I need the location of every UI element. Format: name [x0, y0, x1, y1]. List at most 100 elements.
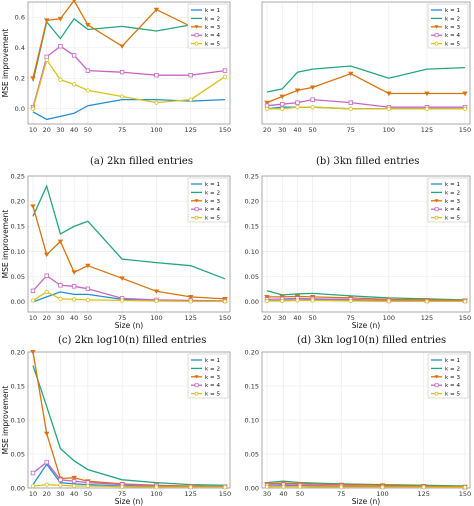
legend: k = 1 k = 2 k = 3 k = 4 k = 5: [427, 353, 469, 399]
point-k5: [386, 106, 391, 111]
point-k3: [43, 252, 50, 258]
y-tick-label: 0.05: [245, 273, 259, 281]
x-tick-label: 150: [219, 126, 231, 134]
point-k5: [310, 298, 315, 303]
y-tick-label: 0.20: [11, 197, 25, 205]
legend-label-k2: k = 2: [445, 366, 460, 372]
legend-label-k4: k = 4: [205, 207, 220, 213]
point-k5: [264, 298, 270, 304]
legend: k = 1 k = 2 k = 3 k = 4 k = 5: [187, 3, 229, 49]
point-k5: [386, 299, 391, 304]
point-k5: [72, 483, 77, 489]
point-k5: [348, 106, 353, 111]
x-tick-label: 10: [29, 314, 37, 322]
point-k5: [72, 297, 77, 302]
x-tick-label: 40: [279, 490, 287, 498]
series-line-k2: [266, 65, 466, 93]
point-k3: [43, 18, 50, 23]
point-k5: [222, 299, 228, 304]
legend-label-k3: k = 3: [205, 199, 220, 205]
point-k5: [297, 484, 303, 489]
x-tick-label: 100: [150, 490, 162, 498]
legend-label-k5: k = 5: [205, 42, 220, 48]
x-tick-label: 10: [29, 490, 37, 498]
y-tick-label: 0.4: [15, 44, 25, 52]
point-k3: [57, 239, 64, 245]
x-tick-label: 20: [263, 126, 271, 134]
series-line-k2: [32, 365, 226, 486]
point-k5: [58, 483, 63, 488]
plot-frame: [261, 351, 471, 489]
point-k5: [154, 485, 159, 490]
point-k4: [222, 68, 228, 73]
legend-label-k3: k = 3: [205, 375, 220, 381]
x-tick-label: 100: [383, 126, 395, 134]
legend-label-k2: k = 2: [445, 190, 460, 196]
x-tick-label: 75: [347, 126, 355, 134]
point-k4: [119, 69, 125, 75]
point-k5: [280, 106, 285, 111]
x-tick-label: 75: [118, 126, 126, 134]
legend-label-k1: k = 1: [445, 182, 460, 188]
x-axis-label: Size (n): [115, 497, 143, 506]
x-tick-label: 40: [70, 490, 78, 498]
legend-box: [427, 3, 469, 49]
point-k3: [264, 100, 270, 106]
legend-label-k5: k = 5: [205, 216, 220, 222]
legend-label-k4: k = 4: [445, 207, 460, 213]
y-tick-label: 0.00: [245, 484, 259, 492]
point-k5: [30, 483, 36, 489]
panel-caption: (a) 2kn filled entries: [90, 156, 193, 167]
x-tick-label: 20: [43, 490, 51, 498]
point-k4: [71, 284, 77, 289]
legend-label-k4: k = 4: [445, 33, 460, 39]
point-k5: [154, 100, 159, 105]
legend-label-k2: k = 2: [205, 366, 220, 372]
point-k5: [295, 298, 300, 303]
y-tick-label: 0.00: [11, 298, 25, 306]
x-tick-label: 20: [43, 314, 51, 322]
legend-marker-k4: [194, 207, 199, 212]
y-tick-label: 0.0: [15, 105, 25, 113]
y-tick-label: 0.25: [245, 172, 259, 180]
y-tick-label: 0.05: [11, 450, 25, 458]
x-tick-label: 75: [118, 490, 126, 498]
point-k4: [30, 288, 36, 294]
y-tick-label: 0.15: [11, 382, 25, 390]
x-tick-label: 40: [70, 314, 78, 322]
y-tick-label: 0.20: [11, 348, 25, 356]
x-tick-label: 125: [185, 126, 197, 134]
point-k3: [294, 88, 301, 94]
point-k5: [462, 299, 468, 304]
x-axis-label: Size (n): [352, 497, 380, 506]
point-k5: [264, 484, 270, 489]
x-tick-label: 50: [84, 314, 92, 322]
legend-label-k3: k = 3: [445, 199, 460, 205]
y-tick-label: 0.00: [11, 484, 25, 492]
legend-marker-k5: [194, 215, 199, 220]
point-k3: [462, 91, 468, 97]
plot-frame: [261, 175, 471, 313]
x-tick-label: 75: [337, 490, 345, 498]
point-k3: [57, 16, 64, 22]
legend-marker-k3: [434, 25, 439, 29]
x-tick-label: 150: [459, 314, 471, 322]
legend-label-k4: k = 4: [205, 383, 220, 389]
legend-marker-k5: [434, 391, 439, 396]
point-k5: [188, 299, 193, 304]
legend-label-k1: k = 1: [445, 8, 460, 14]
plot-frame: [27, 175, 231, 313]
point-k5: [339, 485, 344, 490]
x-tick-label: 30: [56, 490, 64, 498]
point-k5: [462, 485, 468, 490]
legend-label-k5: k = 5: [205, 392, 220, 398]
x-tick-label: 40: [293, 314, 301, 322]
legend-label-k4: k = 4: [445, 383, 460, 389]
point-k4: [295, 100, 300, 105]
point-k4: [71, 53, 77, 58]
point-k5: [44, 482, 49, 487]
panel-f: 30 40 50 75 100 125 150 0.00 0.05 0.10 0.15 0.20 Siz…: [245, 348, 472, 506]
plot-frame: [27, 1, 231, 125]
point-k3: [85, 263, 91, 269]
